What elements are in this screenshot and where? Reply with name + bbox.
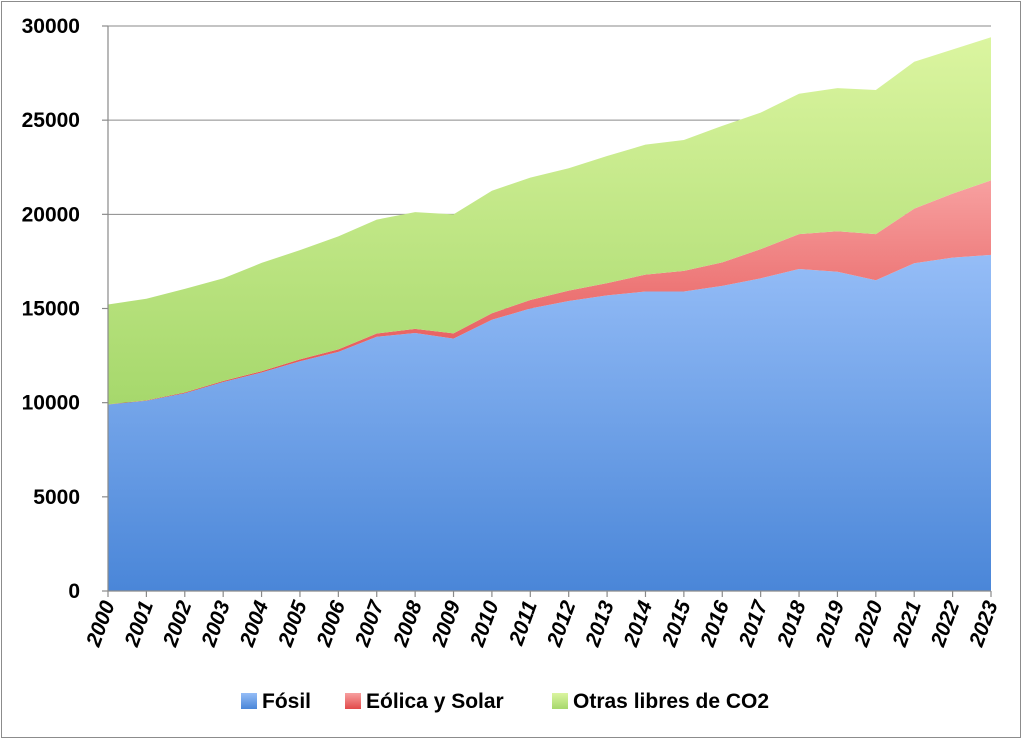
axes — [102, 25, 992, 597]
y-tick-label-15000: 15000 — [22, 298, 80, 321]
x-tick-label-2016: 2016 — [696, 598, 734, 651]
x-tick-label-2023: 2023 — [965, 598, 1003, 651]
x-tick-label-2014: 2014 — [619, 598, 657, 651]
x-tick-label-2009: 2009 — [427, 598, 465, 651]
x-tick-label-2022: 2022 — [926, 598, 964, 651]
x-tick-label-2003: 2003 — [197, 598, 235, 651]
y-tick-label-25000: 25000 — [22, 109, 80, 132]
x-tick-label-2000: 2000 — [82, 598, 120, 651]
area-series-2 — [108, 37, 991, 405]
legend-label-2: Otras libres de CO2 — [573, 690, 769, 713]
legend-swatch-0 — [241, 693, 257, 709]
x-tick-label-2012: 2012 — [542, 598, 580, 651]
y-tick-label-20000: 20000 — [22, 203, 80, 226]
legend-label-1: Eólica y Solar — [366, 690, 504, 713]
x-tick-label-2020: 2020 — [850, 598, 888, 651]
legend-label-0: Fósil — [262, 690, 311, 713]
y-tick-label-0: 0 — [68, 580, 80, 603]
x-tick-label-2021: 2021 — [888, 598, 926, 651]
x-tick-label-2015: 2015 — [658, 598, 696, 651]
x-tick-label-2017: 2017 — [734, 597, 772, 651]
x-tick-label-2018: 2018 — [773, 598, 811, 651]
x-tick-label-2004: 2004 — [235, 598, 273, 651]
x-tick-label-2013: 2013 — [581, 598, 619, 651]
x-tick-labels: 2000 2001 2002 2003 2004 2005 2006 2007 2008 2009… — [82, 597, 1003, 651]
y-tick-label-10000: 10000 — [22, 392, 80, 415]
y-tick-labels: 0 5000 10000 15000 20000 25000 30000 — [22, 15, 80, 603]
x-tick-label-2006: 2006 — [312, 598, 350, 651]
area-series-layer — [108, 37, 991, 591]
x-tick-label-2011: 2011 — [505, 598, 542, 649]
x-tick-label-2002: 2002 — [159, 598, 197, 651]
x-tick-label-2008: 2008 — [389, 598, 427, 651]
x-tick-label-2001: 2001 — [120, 598, 158, 651]
x-tick-label-2019: 2019 — [811, 598, 849, 651]
y-tick-label-30000: 30000 — [22, 15, 80, 38]
x-tick-label-2010: 2010 — [466, 598, 504, 651]
area-series-0 — [108, 254, 991, 591]
x-tick-label-2005: 2005 — [274, 598, 312, 651]
legend: Fósil Eólica y Solar Otras libres de CO2 — [241, 690, 769, 713]
legend-swatch-2 — [552, 693, 568, 709]
legend-swatch-1 — [345, 693, 361, 709]
y-tick-label-5000: 5000 — [33, 486, 80, 509]
x-tick-label-2007: 2007 — [351, 597, 389, 651]
